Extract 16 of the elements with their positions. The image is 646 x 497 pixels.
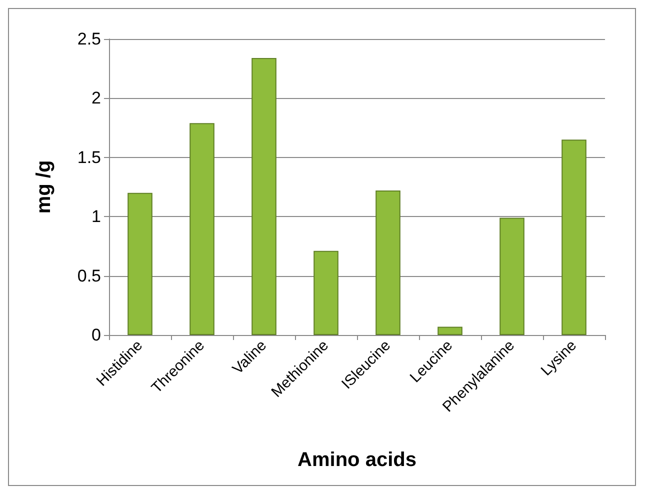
x-axis-title: Amino acids [298,449,416,471]
y-axis-title: mg /g [33,160,55,214]
bar [376,190,400,335]
bar [252,58,276,335]
y-tick-label: 0 [92,326,101,344]
y-tick-label: 2.5 [77,30,101,48]
bar [190,123,214,335]
bar [128,192,152,335]
y-tick-label: 1.5 [77,148,101,167]
y-tick-label: 2 [92,88,101,108]
y-tick-label: 0.5 [77,266,101,286]
bar [562,140,586,335]
bar [438,326,462,335]
y-tick-label: 1 [92,207,101,226]
bar [500,218,524,335]
bar [314,250,338,335]
